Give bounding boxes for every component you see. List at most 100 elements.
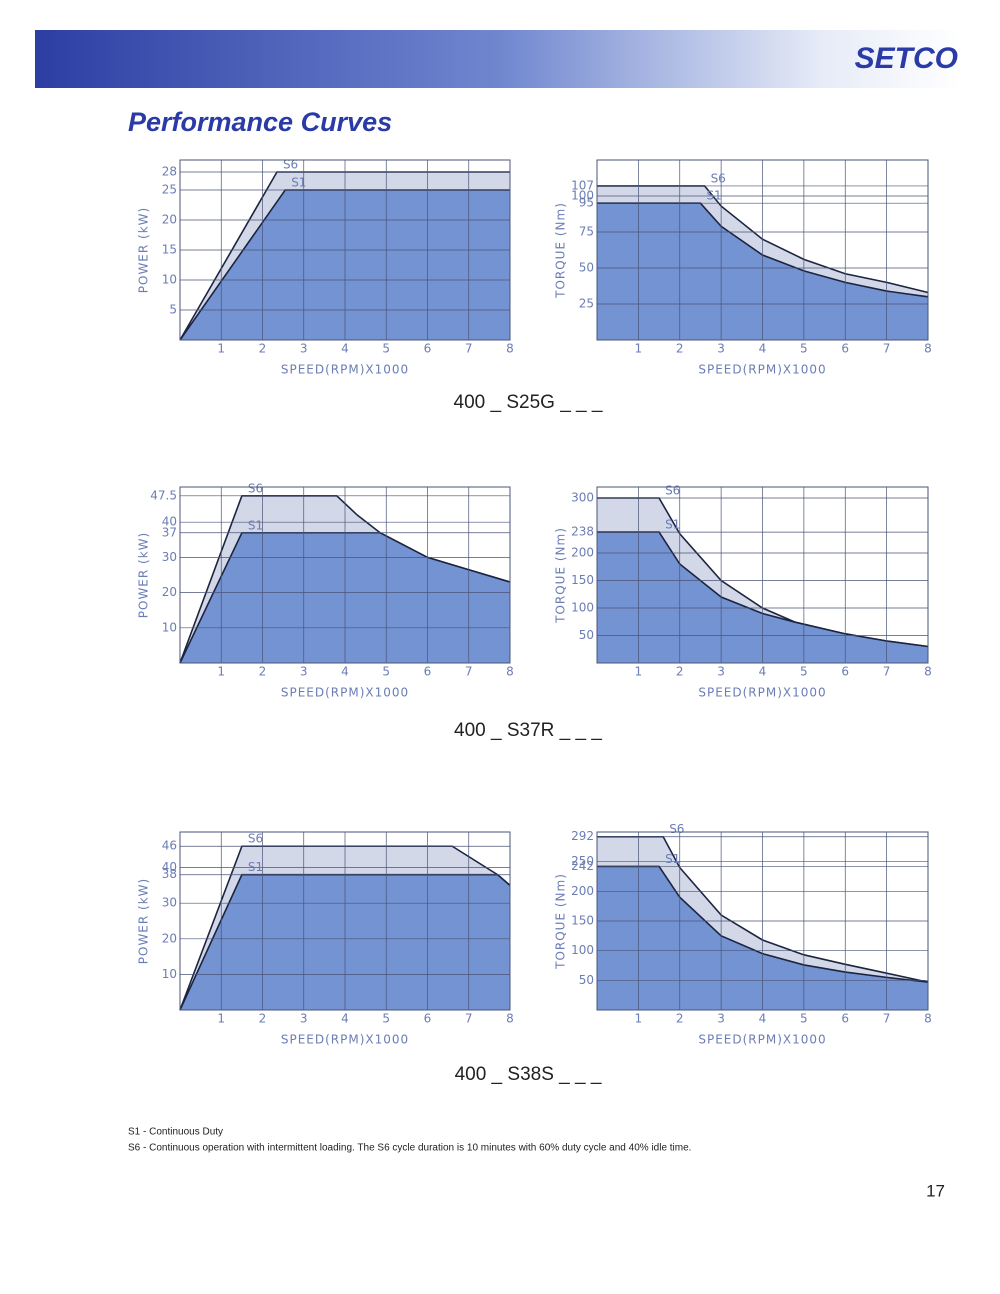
series-label: S6 — [665, 484, 680, 498]
y-tick-label: 28 — [162, 165, 177, 179]
series-label: S6 — [669, 822, 684, 836]
x-tick-label: 1 — [217, 1012, 225, 1026]
x-tick-label: 7 — [465, 665, 473, 679]
x-tick-label: 8 — [924, 1012, 932, 1026]
x-axis-label: SPEED(RPM)X1000 — [698, 363, 826, 377]
x-tick-label: 3 — [300, 665, 308, 679]
x-tick-label: 5 — [800, 342, 808, 356]
x-tick-label: 4 — [759, 342, 767, 356]
x-tick-label: 6 — [841, 1012, 849, 1026]
series-label: S1 — [291, 176, 306, 190]
x-tick-label: 2 — [676, 665, 684, 679]
x-tick-label: 1 — [635, 665, 643, 679]
y-tick-label: 107 — [571, 178, 594, 192]
y-tick-label: 10 — [162, 620, 177, 634]
y-tick-label: 100 — [571, 601, 594, 615]
x-tick-label: 1 — [217, 342, 225, 356]
y-tick-label: 40 — [162, 515, 177, 529]
footnote: S1 - Continuous Duty — [128, 1127, 223, 1138]
y-tick-label: 300 — [571, 491, 594, 505]
x-axis-label: SPEED(RPM)X1000 — [281, 686, 409, 700]
curve — [597, 202, 929, 298]
x-tick-label: 8 — [506, 342, 514, 356]
x-tick-label: 6 — [424, 342, 432, 356]
x-tick-label: 2 — [259, 665, 267, 679]
y-tick-label: 95 — [579, 196, 594, 210]
x-tick-label: 7 — [883, 665, 891, 679]
y-tick-label: 30 — [162, 896, 177, 910]
y-tick-label: 38 — [162, 867, 177, 881]
y-tick-label: 25 — [579, 297, 594, 311]
y-tick-label: 75 — [579, 225, 594, 239]
x-tick-label: 6 — [841, 665, 849, 679]
y-tick-label: 292 — [571, 829, 594, 843]
y-tick-label: 100 — [571, 189, 594, 203]
series-label: S1 — [665, 852, 680, 866]
y-tick-label: 250 — [571, 854, 594, 868]
plot-frame — [596, 159, 929, 341]
plot-frame — [596, 831, 929, 1011]
x-tick-label: 6 — [424, 1012, 432, 1026]
x-tick-label: 4 — [341, 342, 349, 356]
x-tick-label: 5 — [800, 1012, 808, 1026]
y-axis-label: POWER (kW) — [137, 532, 151, 618]
curve — [597, 185, 929, 294]
y-tick-label: 40 — [162, 860, 177, 874]
y-tick-label: 37 — [162, 525, 177, 539]
x-tick-label: 2 — [676, 342, 684, 356]
series-label: S1 — [248, 860, 263, 874]
model-caption: 400 _ S37R _ _ _ — [454, 720, 602, 741]
x-tick-label: 2 — [259, 342, 267, 356]
x-tick-label: 4 — [341, 1012, 349, 1026]
header-band — [35, 30, 960, 88]
y-tick-label: 5 — [169, 303, 177, 317]
x-axis-label: SPEED(RPM)X1000 — [281, 363, 409, 377]
y-tick-label: 25 — [162, 183, 177, 197]
series-label: S1 — [706, 189, 721, 203]
plot-frame — [179, 159, 511, 341]
y-tick-label: 47.5 — [150, 488, 177, 502]
x-axis-label: SPEED(RPM)X1000 — [698, 686, 826, 700]
x-tick-label: 8 — [924, 342, 932, 356]
y-tick-label: 242 — [571, 859, 594, 873]
model-caption: 400 _ S25G _ _ _ — [454, 392, 603, 413]
y-tick-label: 50 — [579, 261, 594, 275]
y-tick-label: 20 — [162, 213, 177, 227]
series-label: S1 — [665, 518, 680, 532]
x-tick-label: 7 — [465, 1012, 473, 1026]
y-tick-label: 10 — [162, 967, 177, 981]
y-tick-label: 20 — [162, 585, 177, 599]
y-tick-label: 150 — [571, 573, 594, 587]
brand: SETCO — [855, 42, 958, 75]
x-tick-label: 4 — [341, 665, 349, 679]
y-tick-label: 238 — [571, 525, 594, 539]
y-tick-label: 30 — [162, 550, 177, 564]
model-caption: 400 _ S38S _ _ _ — [455, 1064, 602, 1085]
x-tick-label: 5 — [800, 665, 808, 679]
x-tick-label: 6 — [424, 665, 432, 679]
x-tick-label: 5 — [382, 1012, 390, 1026]
y-tick-label: 200 — [571, 546, 594, 560]
y-axis-label: TORQUE (Nm) — [554, 873, 568, 970]
y-tick-label: 100 — [571, 943, 594, 957]
x-tick-label: 7 — [465, 342, 473, 356]
x-tick-label: 1 — [635, 342, 643, 356]
x-tick-label: 1 — [635, 1012, 643, 1026]
x-tick-label: 7 — [883, 342, 891, 356]
x-tick-label: 3 — [717, 665, 725, 679]
series-label: S6 — [711, 171, 726, 185]
x-tick-label: 3 — [717, 342, 725, 356]
x-tick-label: 4 — [759, 1012, 767, 1026]
x-tick-label: 8 — [924, 665, 932, 679]
y-tick-label: 200 — [571, 884, 594, 898]
x-tick-label: 3 — [717, 1012, 725, 1026]
plot-frame — [596, 486, 929, 664]
plot-frame — [179, 486, 511, 664]
y-tick-label: 50 — [579, 628, 594, 642]
y-tick-label: 10 — [162, 273, 177, 287]
y-tick-label: 50 — [579, 973, 594, 987]
x-tick-label: 5 — [382, 665, 390, 679]
x-tick-label: 5 — [382, 342, 390, 356]
y-tick-label: 20 — [162, 931, 177, 945]
